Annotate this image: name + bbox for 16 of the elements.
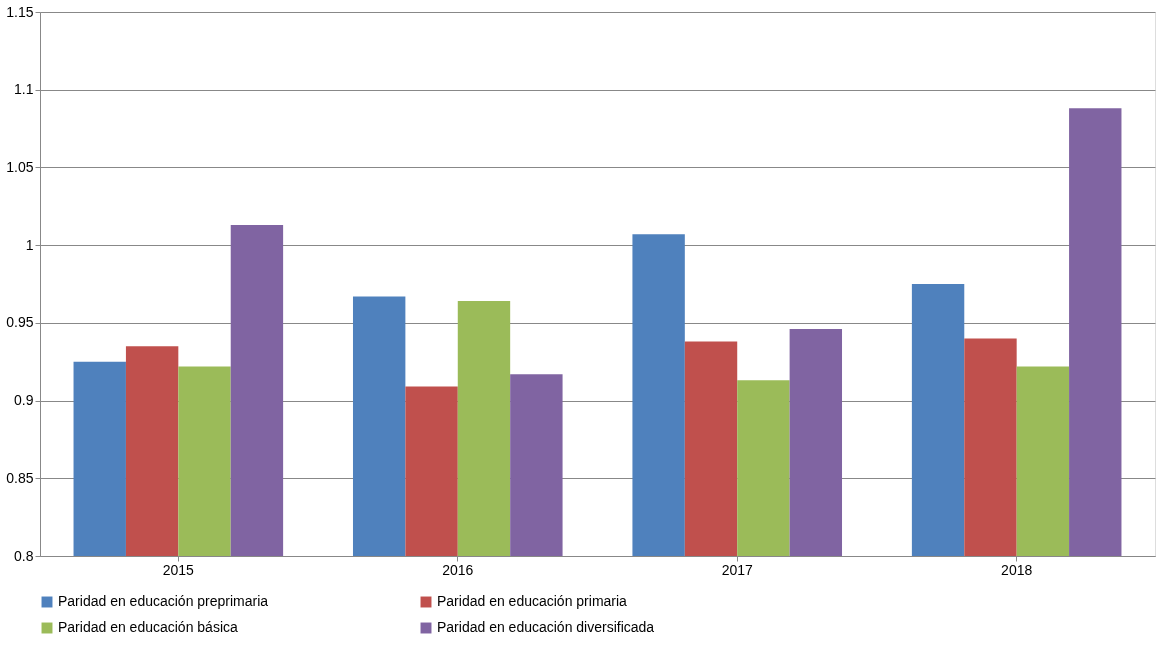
legend-label: Paridad en educación diversificada [437,619,655,635]
y-tick-label: 1 [25,236,34,253]
legend-label: Paridad en educación básica [58,619,239,635]
y-tick-label: 0.95 [6,314,34,331]
legend-label: Paridad en educación primaria [437,593,628,609]
y-tick-label: 0.8 [14,547,34,564]
y-tick-label: 1.05 [6,158,34,175]
y-tick-label: 0.85 [6,469,34,486]
y-tick-label: 1.15 [6,3,34,20]
legend-label: Paridad en educación preprimaria [58,593,269,609]
x-tick-label: 2015 [162,561,195,578]
x-tick-label: 2016 [442,561,474,578]
x-tick-label: 2017 [721,561,753,578]
y-tick-label: 0.9 [14,392,34,409]
y-tick-label: 1.1 [14,81,34,98]
x-tick-label: 2018 [1001,561,1033,578]
